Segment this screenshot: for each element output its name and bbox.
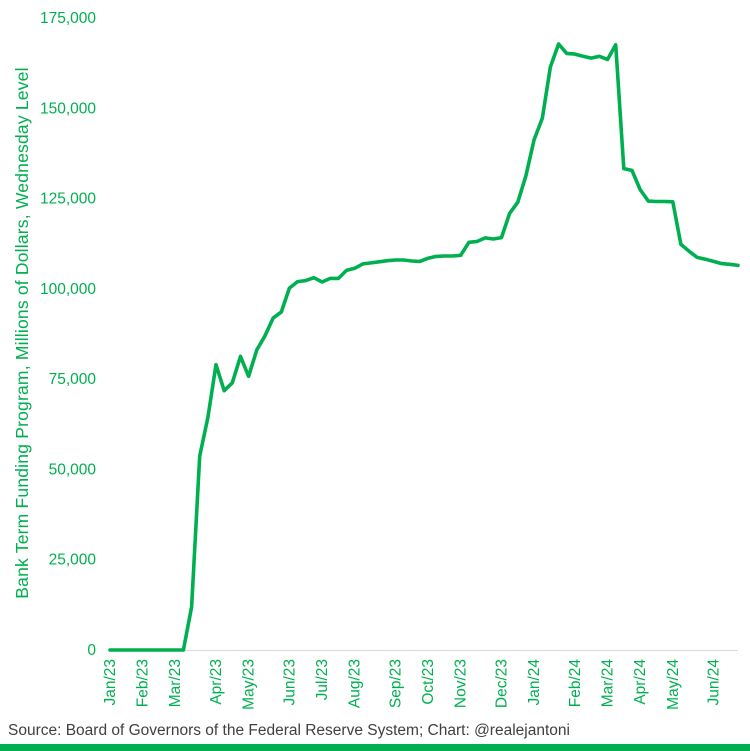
y-tick-label: 25,000	[49, 552, 97, 569]
line-chart-svg: 0 25,000 50,000 75,000 100,000 125,000 150,000…	[40, 10, 740, 710]
y-tick-label: 100,000	[40, 281, 96, 298]
x-tick-label: Jan/24	[526, 659, 543, 706]
x-tick-label: Sep/23	[388, 659, 405, 708]
x-tick-label: Jun/23	[281, 659, 298, 706]
x-tick-label: Aug/23	[347, 659, 364, 708]
x-tick-label: Jul/23	[314, 659, 331, 700]
x-tick-label: Nov/23	[453, 659, 470, 708]
x-tick-label: Feb/23	[135, 659, 152, 707]
x-tick-label: Apr/23	[208, 659, 225, 705]
y-tick-label: 175,000	[40, 10, 96, 27]
x-tick-label: Mar/23	[167, 659, 184, 707]
x-tick-label: Dec/23	[494, 659, 511, 708]
x-tick-label: Jun/24	[706, 659, 723, 706]
y-tick-label: 0	[87, 642, 96, 659]
btfp-data-line	[108, 42, 740, 652]
x-tick-label: May/24	[665, 659, 682, 710]
x-tick-label: Apr/24	[632, 659, 649, 705]
x-tick-label: Oct/23	[420, 659, 437, 705]
x-tick-label: Feb/24	[567, 659, 584, 708]
y-tick-label: 150,000	[40, 100, 96, 117]
source-caption: Source: Board of Governors of the Federa…	[8, 722, 570, 739]
y-tick-label: 125,000	[40, 191, 96, 208]
x-tick-label: Mar/24	[600, 659, 617, 708]
bottom-accent-bar	[0, 744, 750, 751]
y-tick-label: 50,000	[49, 461, 97, 478]
x-tick-label: May/23	[241, 659, 258, 710]
y-tick-label: 75,000	[49, 371, 97, 388]
x-tick-label: Jan/23	[102, 659, 119, 706]
